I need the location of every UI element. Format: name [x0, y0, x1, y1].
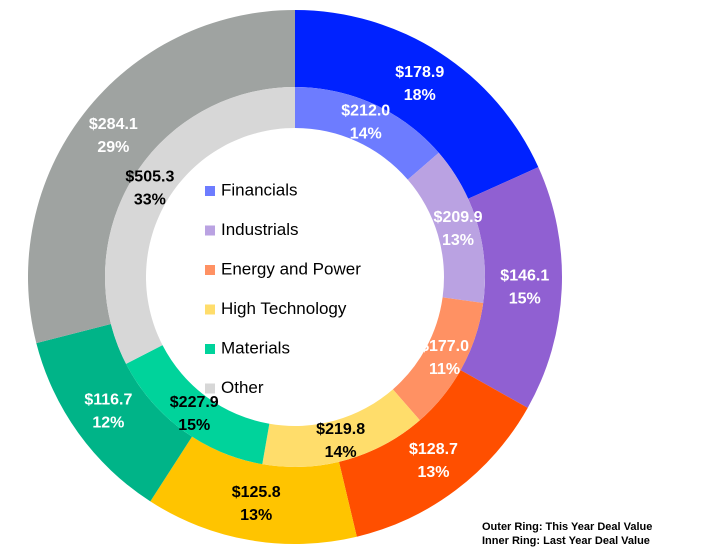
value-label: $212.0: [341, 103, 390, 120]
percent-label: 15%: [178, 417, 210, 434]
value-label: $128.7: [409, 441, 458, 458]
percent-label: 33%: [134, 192, 166, 209]
note: Inner Ring: Last Year Deal Value: [482, 535, 650, 547]
percent-label: 15%: [509, 290, 541, 307]
percent-label: 13%: [417, 464, 449, 481]
percent-label: 12%: [92, 415, 124, 432]
value-label: $125.8: [232, 484, 281, 501]
legend-label: Financials: [221, 180, 298, 199]
percent-label: 14%: [350, 126, 382, 143]
legend-label: Materials: [221, 338, 290, 357]
donut-segment: [338, 370, 528, 537]
donut-segment: [392, 297, 484, 421]
value-label: $178.9: [395, 64, 444, 81]
value-label: $209.9: [434, 209, 483, 226]
percent-label: 13%: [240, 507, 272, 524]
legend-label: Energy and Power: [221, 259, 361, 278]
legend-label: Industrials: [221, 220, 298, 239]
donut-segment: [150, 436, 357, 544]
donut-segment: [295, 10, 539, 199]
percent-label: 18%: [404, 87, 436, 104]
legend-swatch: [205, 383, 215, 394]
donut-segment: [27, 10, 295, 344]
donut-segment: [105, 87, 296, 364]
value-label: $177.0: [420, 338, 469, 355]
value-label: $146.1: [500, 267, 549, 284]
donut-segment: [262, 389, 420, 467]
donut-segment: [295, 87, 439, 180]
percent-label: 11%: [429, 361, 460, 378]
donut-segment: [460, 167, 562, 408]
legend-label: High Technology: [221, 299, 347, 318]
percent-label: 13%: [442, 232, 474, 249]
value-label: $219.8: [316, 421, 365, 438]
percent-label: 14%: [325, 444, 357, 461]
value-label: $116.7: [84, 392, 132, 409]
note: Outer Ring: This Year Deal Value: [482, 521, 652, 533]
legend-label: Other: [221, 378, 264, 397]
legend-swatch: [205, 225, 215, 236]
legend-swatch: [205, 186, 215, 196]
donut-segment: [126, 345, 270, 465]
value-label: $284.1: [89, 116, 138, 133]
legend-swatch: [205, 265, 215, 275]
value-label: $505.3: [125, 169, 174, 186]
percent-label: 29%: [97, 139, 129, 156]
legend-swatch: [205, 344, 215, 354]
donut-segment: [36, 324, 193, 502]
legend-swatch: [205, 304, 215, 315]
value-label: $227.9: [170, 394, 219, 411]
donut-segment: [407, 152, 485, 304]
